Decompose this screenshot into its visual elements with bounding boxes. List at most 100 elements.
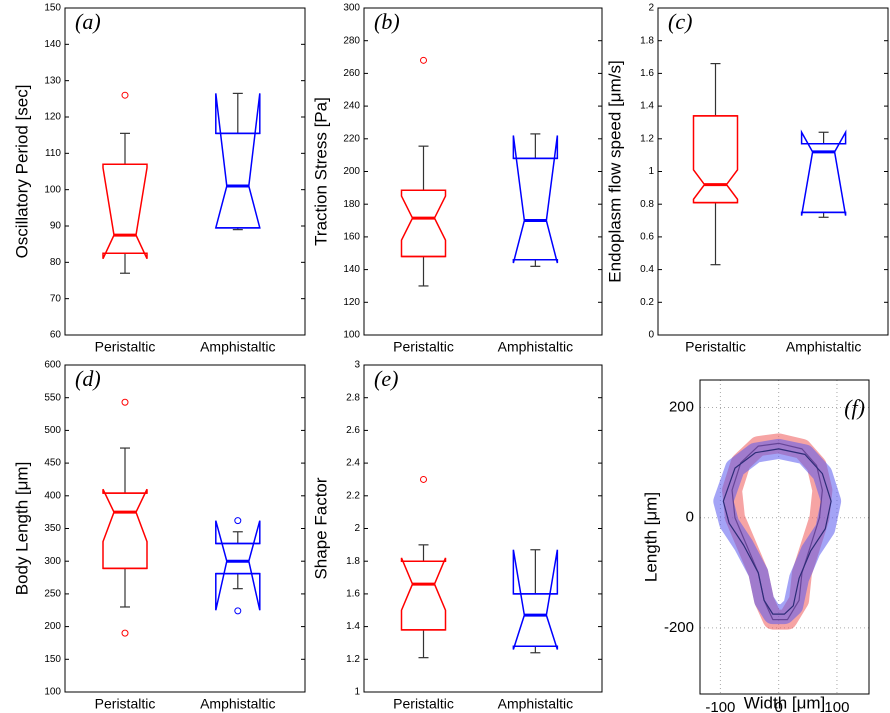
y-tick-label: 1.6: [640, 68, 654, 79]
y-tick-label: 100: [343, 330, 360, 341]
x-tick-label: 100: [824, 699, 849, 713]
y-tick-label: 1.2: [346, 654, 360, 665]
y-tick-label: 110: [45, 148, 61, 159]
shape-band: [713, 438, 842, 625]
y-tick-label: 2.6: [346, 425, 360, 436]
y-tick-label: 80: [50, 257, 62, 268]
y-tick-label: 100: [44, 184, 61, 195]
y-tick-label: 160: [343, 232, 360, 243]
y-tick-label: 400: [44, 490, 61, 501]
x-tick-label: Amphistaltic: [200, 696, 275, 712]
x-tick-label: -100: [705, 699, 735, 713]
outlier: [420, 475, 427, 483]
y-tick-label: 200: [343, 166, 360, 177]
y-axis-label: Endoplasm flow speed [μm/s]: [605, 60, 624, 282]
x-tick-label: Peristaltic: [95, 696, 156, 712]
y-tick-label: 2: [648, 3, 654, 14]
y-tick-label: 500: [44, 425, 61, 436]
box-body: [102, 488, 148, 570]
y-tick-label: 2.8: [346, 392, 360, 403]
y-tick-label: 120: [44, 112, 61, 123]
box-body: [800, 129, 847, 216]
y-tick-label: 200: [44, 621, 61, 632]
x-tick-label: Peristaltic: [393, 696, 454, 712]
plot-frame: [64, 7, 306, 336]
y-tick-label: 1.4: [346, 621, 360, 632]
y-tick-label: 260: [343, 68, 360, 79]
panel-label: (c): [668, 9, 692, 34]
x-axis-label: Width [μm]: [744, 693, 826, 712]
panel-label: (b): [374, 9, 400, 34]
y-tick-label: 300: [44, 556, 61, 567]
outlier: [121, 91, 129, 99]
y-tick-label: 300: [343, 3, 360, 14]
outlier: [234, 517, 242, 525]
y-tick-label: 2.2: [346, 490, 360, 501]
plot-frame: [363, 364, 603, 693]
x-tick-label: 0: [775, 699, 783, 713]
y-tick-label: 100: [44, 687, 61, 698]
y-tick-label: 130: [44, 75, 61, 86]
y-tick-label: 350: [44, 523, 61, 534]
y-tick-label: 60: [50, 330, 62, 341]
y-tick-label: 1.2: [640, 133, 654, 144]
panel-label: (a): [75, 9, 101, 34]
y-tick-label: 240: [343, 101, 360, 112]
y-tick-label: 70: [50, 293, 62, 304]
panel-label: (f): [844, 395, 865, 420]
y-axis-label: Shape Factor: [311, 477, 330, 579]
y-tick-label: 1.8: [346, 556, 360, 567]
panel-label: (d): [75, 366, 101, 391]
y-tick-label: 0.2: [640, 297, 654, 308]
x-tick-label: Amphistaltic: [200, 339, 275, 355]
outlier: [234, 607, 242, 615]
x-tick-label: Peristaltic: [95, 339, 156, 355]
y-tick-label: 140: [343, 264, 360, 275]
x-tick-label: Peristaltic: [685, 339, 746, 355]
y-tick-label: 200: [669, 399, 694, 416]
y-tick-label: 280: [343, 35, 360, 46]
y-tick-label: 0: [686, 509, 694, 526]
y-tick-label: 180: [343, 199, 360, 210]
y-tick-label: 1: [648, 166, 654, 177]
y-axis-label: Traction Stress [Pa]: [311, 97, 330, 246]
x-tick-label: Peristaltic: [393, 339, 454, 355]
y-axis-label: Body Length [μm]: [12, 462, 31, 596]
box-body: [692, 115, 739, 204]
y-tick-label: 600: [44, 360, 61, 371]
y-tick-label: 120: [343, 297, 360, 308]
y-tick-label: 2: [354, 523, 360, 534]
x-tick-label: Amphistaltic: [498, 696, 573, 712]
y-tick-label: 0.6: [640, 232, 654, 243]
plot-frame: [363, 7, 603, 336]
y-tick-label: 0.4: [640, 264, 654, 275]
shape-mean: [722, 448, 832, 615]
y-tick-label: 1.8: [640, 35, 654, 46]
box-body: [400, 189, 447, 258]
y-tick-label: 250: [44, 589, 61, 600]
box-body: [400, 557, 447, 631]
plot-frame: [657, 7, 889, 336]
box-body: [102, 163, 148, 260]
outlier: [121, 398, 129, 406]
x-tick-label: Amphistaltic: [786, 339, 861, 355]
y-axis-label: Length [μm]: [641, 492, 660, 582]
y-tick-label: 0.8: [640, 199, 654, 210]
outlier: [420, 56, 427, 64]
y-tick-label: 3: [354, 360, 360, 371]
y-tick-label: 550: [44, 392, 61, 403]
y-tick-label: 0: [648, 330, 654, 341]
y-tick-label: 1: [354, 687, 360, 698]
y-tick-label: -200: [664, 619, 694, 636]
x-tick-label: Amphistaltic: [498, 339, 573, 355]
plot-frame: [699, 379, 870, 695]
y-tick-label: 1.4: [640, 101, 654, 112]
y-tick-label: 150: [44, 654, 61, 665]
y-tick-label: 2.4: [346, 458, 360, 469]
y-tick-label: 90: [50, 221, 62, 232]
y-tick-label: 220: [343, 133, 360, 144]
y-axis-label: Oscillatory Period [sec]: [12, 85, 31, 259]
y-tick-label: 150: [44, 3, 61, 14]
outlier: [121, 629, 129, 637]
